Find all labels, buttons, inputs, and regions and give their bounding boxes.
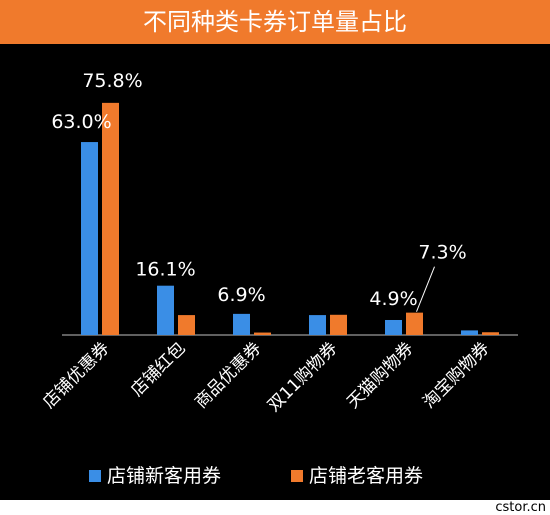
bar-old-0 [102,102,119,335]
bar-old-3 [330,314,347,335]
chart-title: 不同种类卡券订单量占比 [143,8,407,36]
data-label: 7.3% [418,242,466,264]
title-bar [0,0,550,44]
legend-label: 店铺老客用券 [309,465,423,487]
bar-old-1 [178,315,195,335]
bar-old-5 [482,332,499,335]
bar-old-4 [406,312,423,335]
bar-old-2 [254,332,271,335]
x-tick-label: 商品优惠券 [191,338,265,412]
bar-new-4 [385,319,402,335]
data-label: 63.0% [51,111,111,133]
bar-new-5 [461,330,478,335]
x-tick-label: 淘宝购物券 [419,338,493,412]
bar-new-1 [157,285,174,335]
legend-label: 店铺新客用券 [107,465,221,487]
x-tick-label: 双11购物券 [264,338,342,416]
x-tick-label: 店铺红包 [127,338,189,400]
data-label: 16.1% [135,259,195,281]
bar-new-0 [81,142,98,335]
data-label-leader [416,266,435,312]
data-label: 75.8% [82,70,142,92]
legend-swatch [291,470,303,482]
legend-swatch [89,470,101,482]
x-tick-label: 店铺优惠券 [39,338,113,412]
bar-new-2 [233,313,250,335]
data-label: 6.9% [217,284,265,306]
x-tick-label: 天猫购物券 [343,338,417,412]
footer-source: cstor.cn [495,500,546,515]
bar-new-3 [309,315,326,335]
data-label: 4.9% [369,288,417,310]
